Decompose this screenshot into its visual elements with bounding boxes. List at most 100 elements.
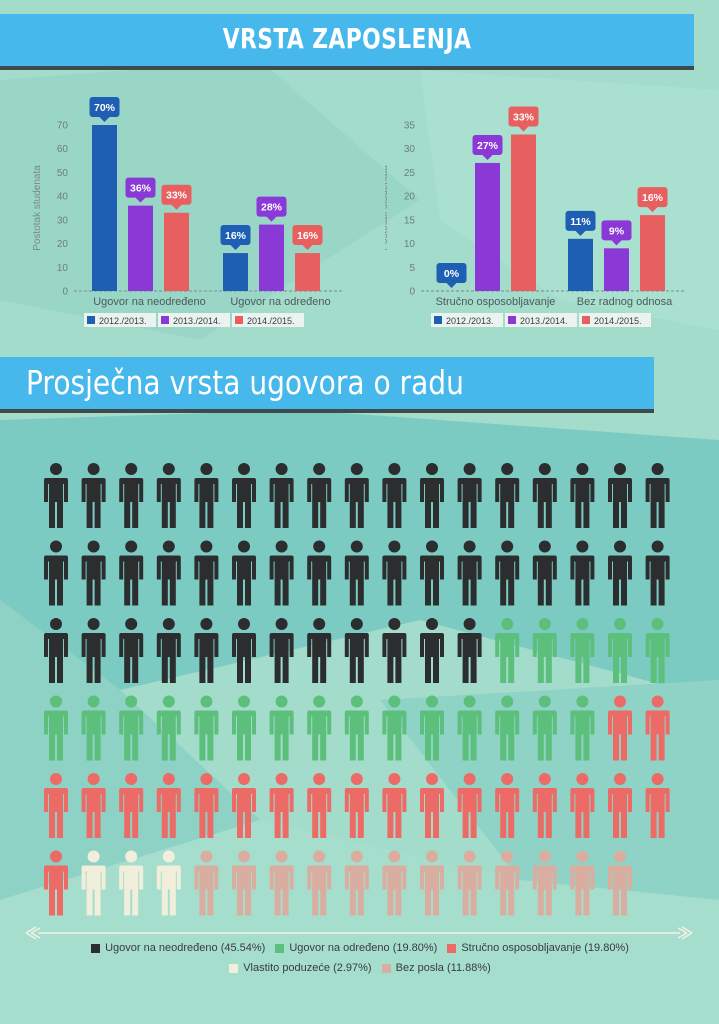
y-axis-label: Postotak studenata: [32, 165, 43, 251]
person-icon: [156, 695, 181, 761]
person-icon: [570, 695, 595, 761]
person-icon: [344, 540, 369, 606]
bar-chart-contract-type: Postotak studenata 0 10 20 30 40 50 60 70 70% 36% 3…: [32, 97, 342, 327]
data-label-bubble: [161, 184, 192, 210]
person-icon: [269, 618, 294, 683]
legend-swatch: [582, 316, 590, 324]
y-tick-label: 15: [404, 215, 416, 226]
person-icon: [44, 540, 68, 606]
legend-item: [579, 313, 651, 327]
person-icon: [382, 618, 407, 683]
y-tick-label: 70: [57, 121, 69, 132]
person-icon: [645, 540, 670, 606]
bar: [511, 134, 536, 291]
person-icon: [344, 695, 369, 761]
person-icon: [44, 463, 68, 528]
person-icon: [495, 618, 520, 683]
legend-swatch: [447, 943, 457, 953]
pictogram-legend: Ugovor na neodređeno (45.54%) Ugovor na …: [28, 938, 692, 978]
person-icon: [44, 618, 68, 683]
person-icon: [81, 540, 106, 606]
person-icon: [382, 695, 407, 761]
section-banner-average-contract: Prosječna vrsta ugovora o radu: [0, 357, 654, 409]
legend-label: 2013./2014.: [173, 316, 221, 326]
person-icon: [81, 695, 106, 761]
person-icon: [232, 850, 256, 916]
person-icon: [119, 540, 144, 606]
legend-swatch: [235, 316, 243, 324]
person-icon: [44, 773, 68, 838]
data-label-bubble: [565, 210, 596, 236]
person-icon: [119, 773, 144, 838]
person-icon: [608, 773, 632, 838]
y-tick-label: 10: [57, 263, 69, 274]
person-icon: [457, 850, 482, 916]
data-label: 70%: [94, 102, 116, 114]
legend-item-odredeno: Ugovor na određeno (19.80%): [275, 938, 437, 958]
person-icon: [269, 695, 294, 761]
person-icon: [457, 463, 482, 528]
data-label-bubble: [601, 220, 632, 246]
data-label-bubble: [436, 263, 467, 288]
bar: [568, 238, 593, 291]
legend-swatch: [434, 316, 442, 324]
x-category-label: Bez radnog odnosa: [577, 296, 673, 308]
bar: [295, 253, 320, 291]
person-icon: [156, 850, 181, 916]
ornament-divider: [25, 926, 693, 940]
person-icon: [307, 618, 332, 683]
data-label-bubble: [89, 97, 120, 122]
person-icon: [608, 463, 632, 528]
person-icon: [81, 463, 106, 528]
legend-item: [158, 313, 230, 327]
person-icon: [382, 540, 407, 606]
person-icon: [194, 773, 219, 838]
person-icon: [194, 618, 219, 683]
y-tick-label: 35: [404, 121, 416, 132]
legend-label: Bez posla (11.88%): [395, 962, 491, 974]
y-tick-label: 5: [409, 263, 415, 274]
person-icon: [457, 540, 482, 606]
data-label: 11%: [570, 216, 591, 228]
legend-swatch: [91, 943, 101, 953]
person-icon: [269, 773, 294, 838]
data-label: 16%: [642, 192, 664, 204]
person-icon: [495, 695, 520, 761]
bar: [128, 205, 153, 291]
person-icon: [532, 695, 557, 761]
legend-label: 2014./2015.: [247, 316, 295, 326]
person-icon: [344, 618, 369, 683]
legend-item-strucno: Stručno osposobljavanje (19.80%): [447, 938, 629, 958]
y-tick-label: 50: [57, 168, 69, 179]
y-tick-label: 20: [404, 192, 416, 203]
legend-item: [505, 313, 577, 327]
person-icon: [232, 695, 256, 761]
person-icon: [608, 850, 632, 916]
person-icon: [307, 463, 332, 528]
person-icon: [645, 463, 670, 528]
legend-item-vlastito: Vlastito poduzeće (2.97%): [229, 958, 372, 978]
bar-chart-training-unemployed: Postotak studenata 0 5 10 15 20 25 30 35 0% 27% 33%…: [385, 106, 685, 327]
legend-label: 2012./2013.: [99, 316, 147, 326]
person-icon: [495, 540, 520, 606]
person-icon: [156, 773, 181, 838]
data-label-bubble: [220, 225, 251, 251]
person-icon: [344, 463, 369, 528]
y-tick-label: 40: [57, 192, 69, 203]
legend-swatch: [87, 316, 95, 324]
data-label-bubble: [472, 134, 503, 160]
person-icon: [156, 618, 181, 683]
person-icon: [269, 540, 294, 606]
person-icon: [194, 463, 219, 528]
legend-item-bez-posla: Bez posla (11.88%): [381, 958, 491, 978]
people-pictogram: [44, 463, 670, 916]
y-tick-label: 0: [62, 287, 68, 298]
person-icon: [645, 773, 670, 838]
person-icon: [382, 773, 407, 838]
person-icon: [457, 773, 482, 838]
legend-swatch: [508, 316, 516, 324]
person-icon: [420, 850, 444, 916]
person-icon: [420, 463, 444, 528]
bar: [92, 125, 117, 291]
person-icon: [532, 540, 557, 606]
